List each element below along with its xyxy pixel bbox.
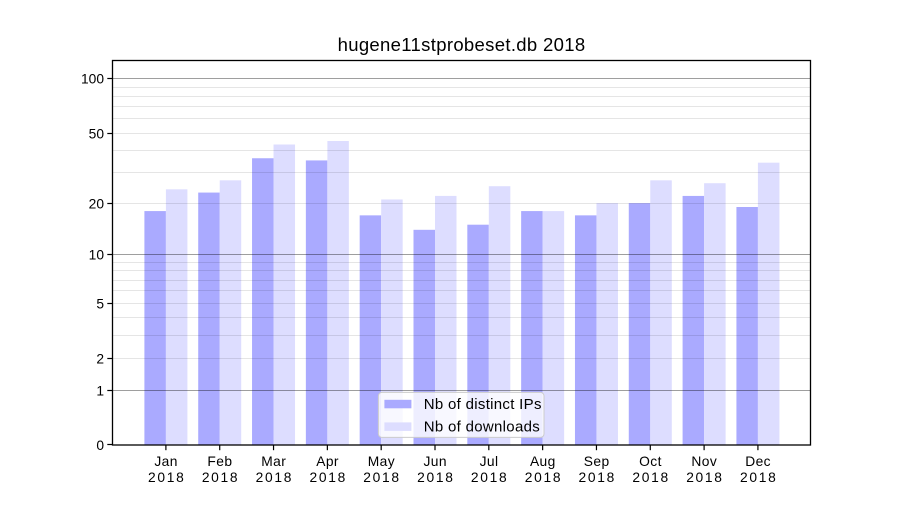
- svg-text:Aug: Aug: [530, 454, 556, 469]
- svg-text:2: 2: [96, 351, 104, 366]
- svg-text:2018: 2018: [417, 470, 455, 485]
- svg-text:Jan: Jan: [154, 454, 177, 469]
- svg-text:Mar: Mar: [261, 454, 286, 469]
- svg-text:100: 100: [81, 71, 104, 86]
- svg-text:2018: 2018: [632, 470, 670, 485]
- svg-text:20: 20: [89, 196, 105, 211]
- svg-text:2018: 2018: [471, 470, 509, 485]
- svg-text:Dec: Dec: [745, 454, 771, 469]
- svg-text:2018: 2018: [256, 470, 294, 485]
- svg-text:2018: 2018: [686, 470, 724, 485]
- svg-text:1: 1: [96, 383, 104, 398]
- svg-text:2018: 2018: [202, 470, 240, 485]
- svg-text:Apr: Apr: [316, 454, 339, 469]
- svg-text:5: 5: [96, 296, 104, 311]
- svg-text:Jul: Jul: [480, 454, 499, 469]
- svg-text:0: 0: [96, 438, 104, 453]
- svg-text:Nb of distinct IPs: Nb of distinct IPs: [424, 396, 542, 413]
- svg-text:Feb: Feb: [207, 454, 232, 469]
- svg-text:2018: 2018: [579, 470, 617, 485]
- svg-text:May: May: [368, 454, 395, 469]
- svg-text:Nov: Nov: [691, 454, 717, 469]
- svg-text:Nb of downloads: Nb of downloads: [424, 418, 540, 435]
- svg-text:hugene11stprobeset.db 2018: hugene11stprobeset.db 2018: [338, 34, 586, 55]
- svg-text:Sep: Sep: [584, 454, 610, 469]
- svg-text:2018: 2018: [525, 470, 563, 485]
- svg-text:2018: 2018: [740, 470, 778, 485]
- svg-text:2018: 2018: [148, 470, 186, 485]
- svg-text:50: 50: [89, 126, 105, 141]
- svg-text:10: 10: [89, 247, 105, 262]
- svg-text:Oct: Oct: [639, 454, 662, 469]
- svg-text:Jun: Jun: [423, 454, 446, 469]
- svg-text:2018: 2018: [309, 470, 347, 485]
- svg-text:2018: 2018: [363, 470, 401, 485]
